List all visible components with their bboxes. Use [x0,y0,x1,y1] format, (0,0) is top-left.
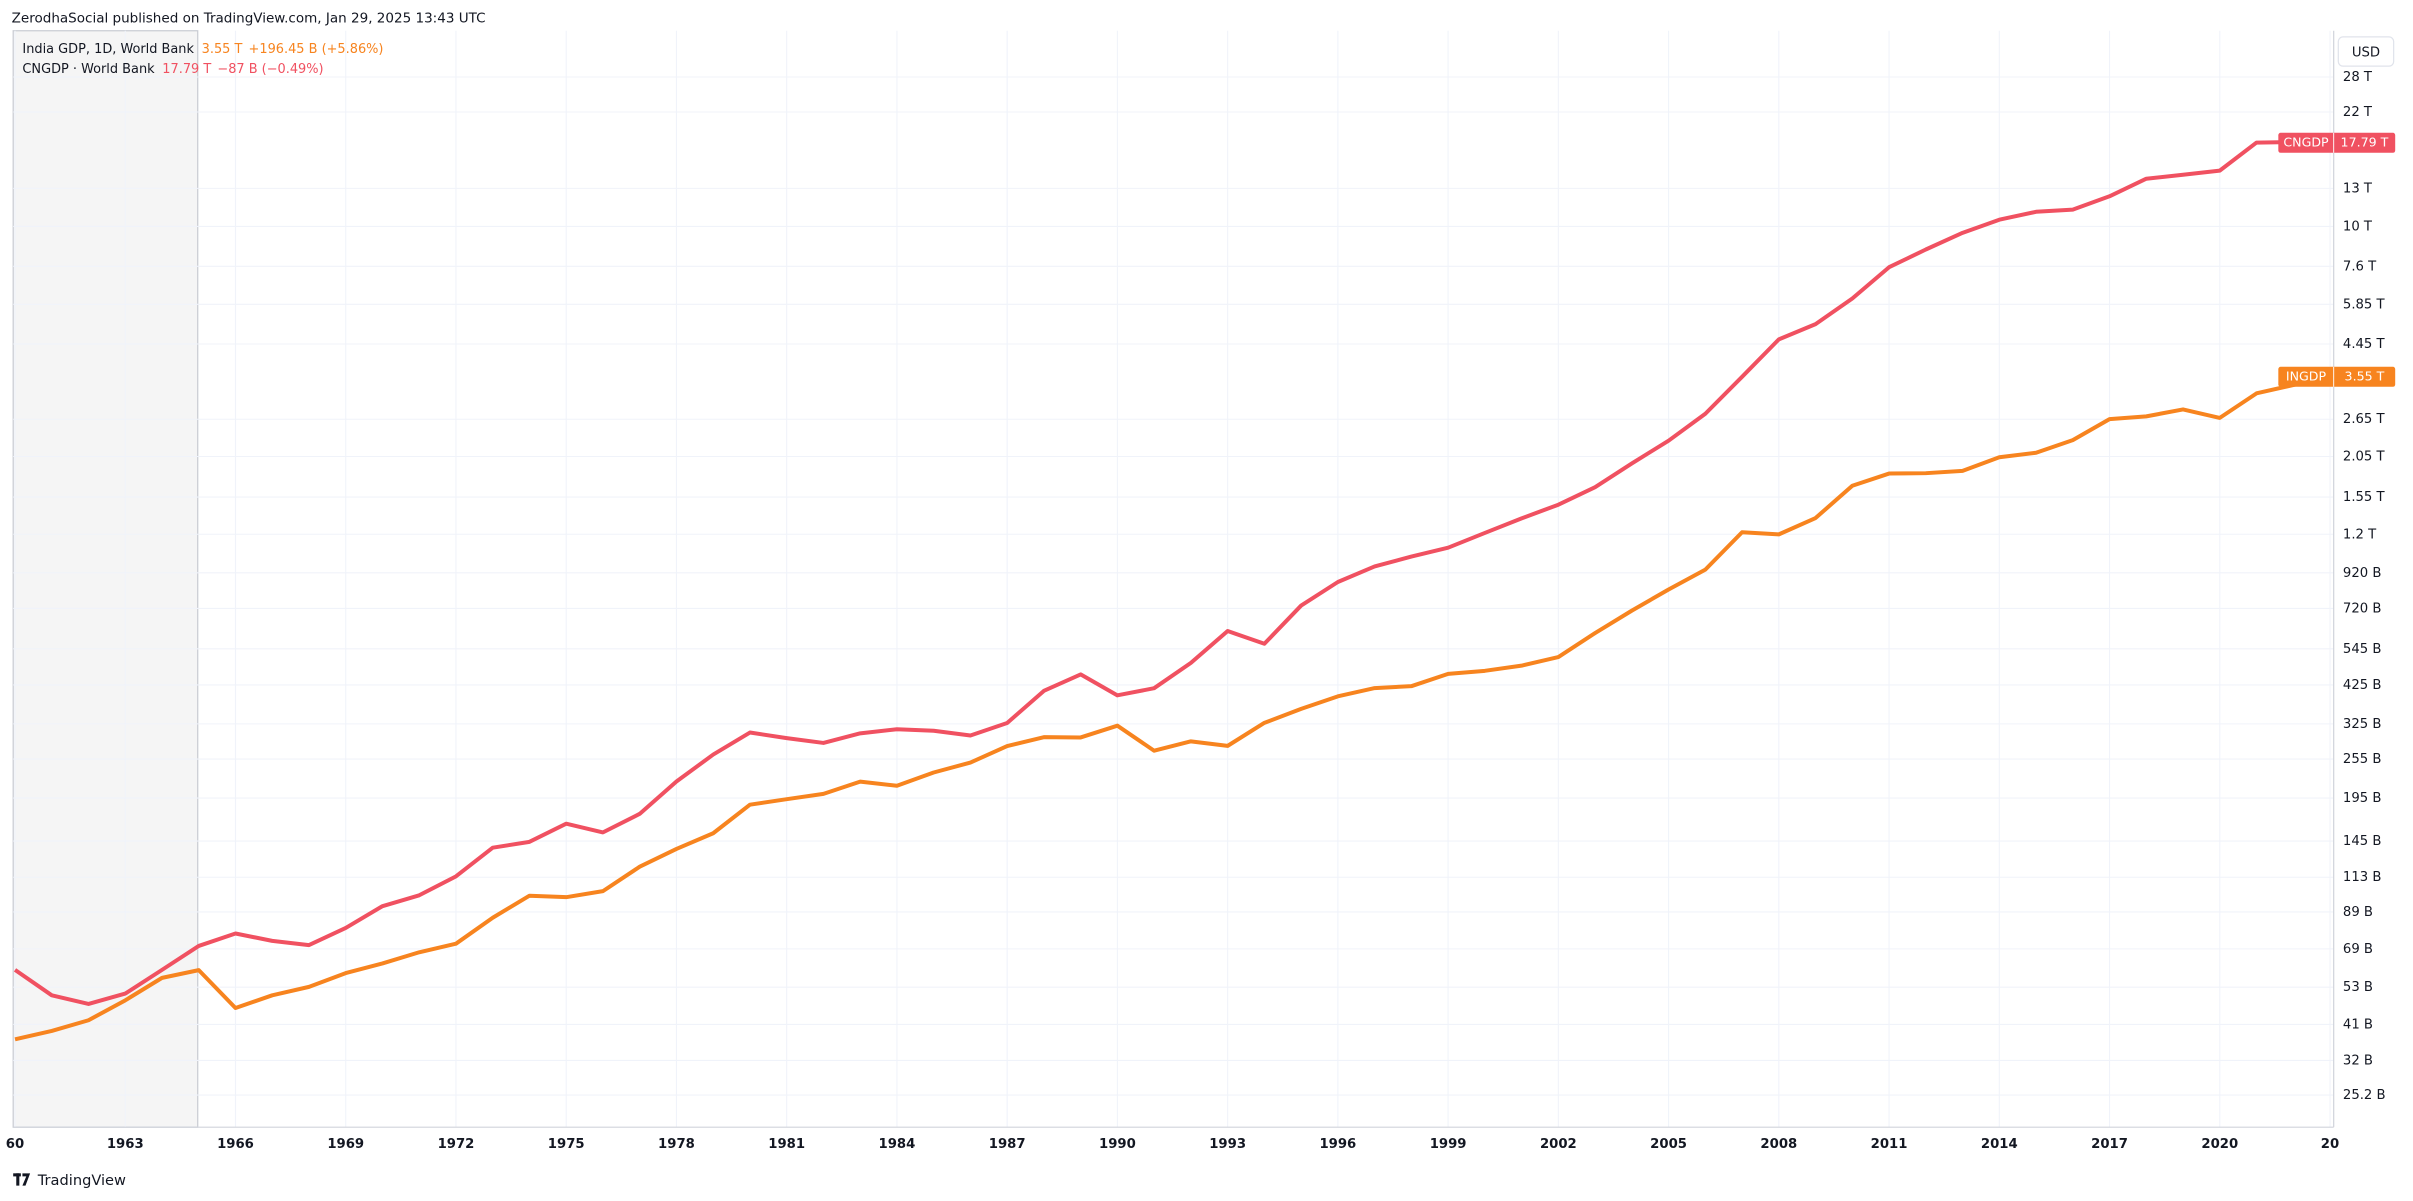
x-tick-label: 2002 [1540,1137,1577,1152]
y-tick-label: 5.85 T [2343,297,2386,312]
x-tick-label: 20 [2321,1137,2339,1152]
legend-last: 17.79 T [162,62,211,77]
y-tick-label: 4.45 T [2343,337,2386,352]
y-tick-label: 145 B [2343,834,2382,849]
x-tick-label: 2008 [1760,1137,1797,1152]
y-tick-label: 53 B [2343,980,2373,995]
published-note: ZerodhaSocial published on TradingView.c… [12,10,486,26]
x-tick-label: 1999 [1430,1137,1467,1152]
y-tick-label: 7.6 T [2343,259,2377,274]
y-tick-label: 2.05 T [2343,450,2386,465]
y-tick-label: 10 T [2343,219,2373,234]
legend-name: India GDP, 1D, World Bank [22,42,194,57]
y-tick-label: 1.2 T [2343,527,2377,542]
x-tick-label: 1996 [1319,1137,1356,1152]
x-tick-label: 1975 [548,1137,585,1152]
x-tick-label: 1981 [768,1137,805,1152]
y-tick-label: 425 B [2343,678,2382,693]
x-tick-label: 1993 [1209,1137,1246,1152]
grid [13,30,2334,1128]
price-tag-ticker: CNGDP [2283,134,2329,149]
y-tick-label: 720 B [2343,601,2382,616]
series-line [13,140,2331,1006]
price-tag [2278,132,2396,153]
y-tick-label: 32 B [2343,1053,2373,1068]
y-tick-label: 28 T [2343,70,2373,85]
currency-button[interactable] [2337,36,2395,67]
x-tick-label: 60 [6,1137,24,1152]
x-tick-label: 1963 [107,1137,144,1152]
x-tick-label: 2020 [2201,1137,2238,1152]
y-tick-label: 920 B [2343,566,2382,581]
price-tag-value: 17.79 T [2341,134,2389,149]
y-tick-label: 545 B [2343,642,2382,657]
x-tick-label: 1984 [879,1137,916,1152]
plot [13,140,2331,1042]
y-tick-label: 22 T [2343,105,2373,120]
x-tick-label: 1987 [989,1137,1026,1152]
legend-change: +196.45 B (+5.86%) [249,42,384,57]
legend-change: −87 B (−0.49%) [217,62,323,77]
x-tick-label: 2014 [1981,1137,2018,1152]
legend-name: CNGDP · World Bank [22,62,155,77]
y-tick-label: 1.55 T [2343,490,2386,505]
y-tick-label: 13 T [2343,181,2373,196]
price-tag-value: 3.55 T [2345,368,2385,383]
logo [13,1173,31,1186]
legend-row: India GDP, 1D, World Bank 3.55 T +196.45 B… [22,42,383,57]
y-tick-label: 113 B [2343,870,2382,885]
x-tick-label: 1969 [327,1137,364,1152]
y-tick-label: 195 B [2343,791,2382,806]
price-tag [2278,366,2396,387]
x-tick-label: 1966 [217,1137,254,1152]
x-tick-label: 1978 [658,1137,695,1152]
y-tick-label: 2.65 T [2343,412,2386,427]
x-tick-label: 1972 [438,1137,475,1152]
legend-row: CNGDP · World Bank 17.79 T −87 B (−0.49%) [22,62,323,77]
series-line [14,374,2331,1042]
x-tick-label: 2011 [1871,1137,1908,1152]
price-tag-ticker: INGDP [2286,368,2327,383]
y-tick-label: 69 B [2343,942,2373,957]
y-tick-label: 25.2 B [2343,1088,2386,1103]
y-tick-label: 41 B [2343,1017,2373,1032]
legend-last: 3.55 T [202,42,243,57]
x-tick-label: 1990 [1099,1137,1136,1152]
currency-label[interactable]: USD [2352,45,2380,60]
x-tick-label: 2005 [1650,1137,1687,1152]
range-highlight [12,30,199,1128]
footer-brand: TradingView [37,1172,126,1189]
y-tick-label: 255 B [2343,752,2382,767]
y-tick-label: 89 B [2343,905,2373,920]
y-tick-label: 325 B [2343,717,2382,732]
x-tick-label: 2017 [2091,1137,2128,1152]
